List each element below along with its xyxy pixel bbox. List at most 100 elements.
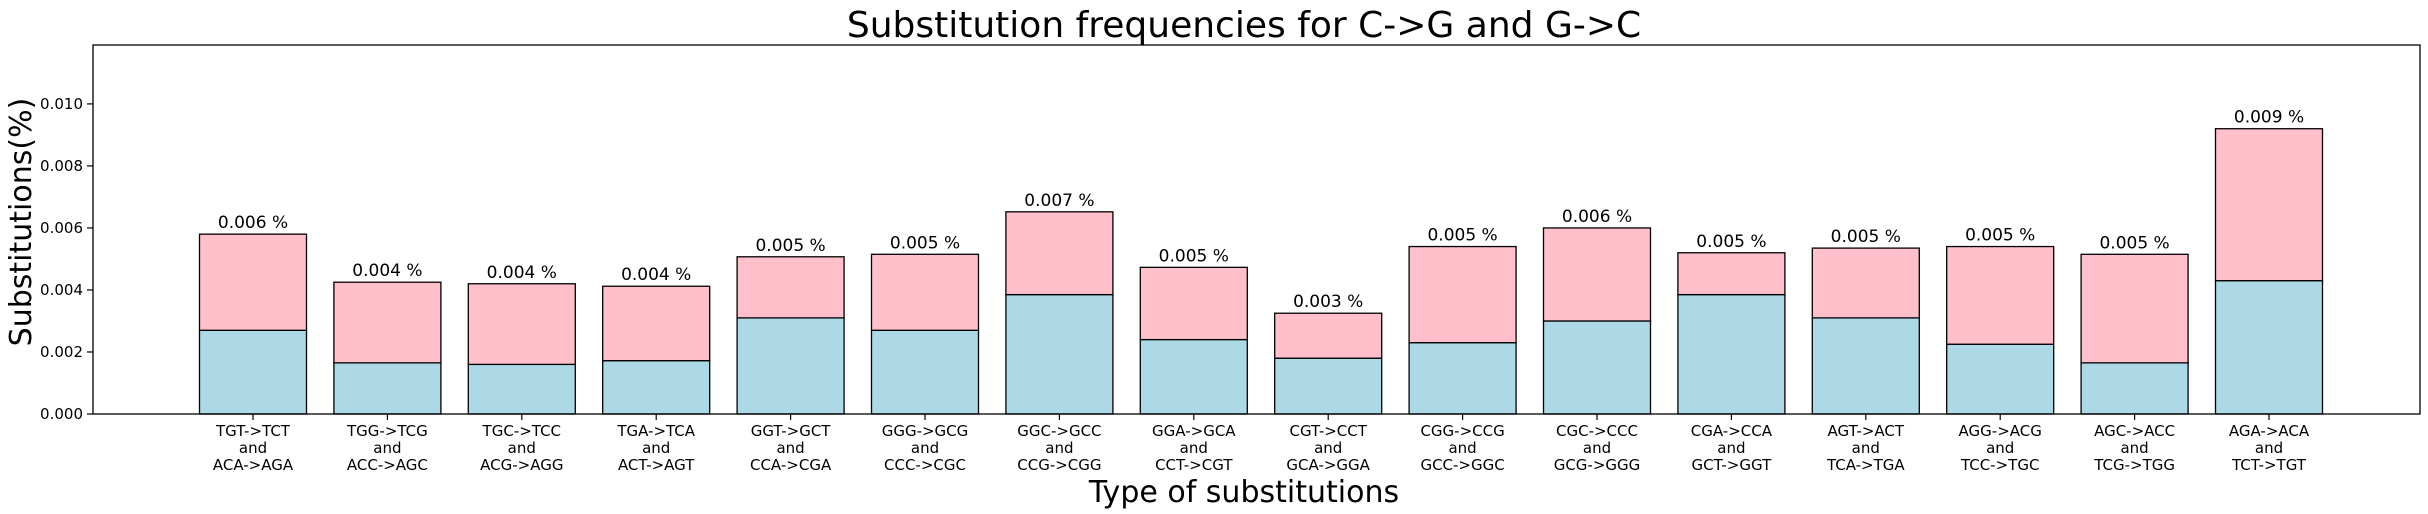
bar-value-label: 0.004 %: [352, 261, 422, 281]
bar-value-label: 0.006 %: [218, 213, 288, 233]
x-tick-label-line: TCT->TGT: [2231, 456, 2307, 474]
bar-segment-upper: [198, 233, 308, 331]
x-tick-label-line: AGA->ACA: [2229, 422, 2310, 440]
bar-segment-upper: [1946, 245, 2055, 345]
x-tick-label-line: CGA->CCA: [1691, 422, 1773, 440]
x-axis-label: Type of substitutions: [1088, 475, 1399, 510]
x-tick-label: AGC->ACC and TCG->TGG: [2093, 422, 2175, 474]
x-tick-label-line: GGA->GCA: [1152, 422, 1236, 440]
bar-segment-lower: [2214, 280, 2324, 415]
x-tick-label-line: ACG->AGG: [480, 456, 563, 474]
bar-value-label: 0.007 %: [1024, 191, 1094, 211]
x-tick-label-line: TGC->TCC: [482, 422, 561, 440]
x-tick-label-line: GCT->GGT: [1692, 456, 1773, 474]
x-tick-label-line: and: [1986, 439, 2014, 457]
x-tick-label-line: CCA->CGA: [750, 456, 832, 474]
x-tick-label-line: and: [1180, 439, 1208, 457]
chart-title: Substitution frequencies for C->G and G-…: [847, 5, 1641, 46]
bar-value-label: 0.004 %: [621, 265, 691, 285]
bar-segment-lower: [1946, 343, 2055, 415]
bar-segment-upper: [1811, 247, 1920, 319]
bar-segment-lower: [1139, 338, 1248, 415]
bar-segment-upper: [333, 281, 442, 364]
x-tick-label: TGT->TCT and ACA->AGA: [213, 422, 294, 474]
bar-segment-lower: [1542, 320, 1652, 415]
bar-segment-lower: [1811, 317, 1920, 415]
x-tick-label-line: ACC->AGC: [347, 456, 428, 474]
x-tick-label-line: CGG->CCG: [1420, 422, 1504, 440]
x-tick-label: AGT->ACT and TCA->TGA: [1826, 422, 1905, 474]
x-tick-label: TGA->TCA and ACT->AGT: [616, 422, 695, 474]
bar-segment-upper: [1005, 211, 1114, 296]
x-tick-label-line: and: [2120, 439, 2148, 457]
bar-value-label: 0.005 %: [1696, 232, 1766, 252]
bar-segment-upper: [2214, 128, 2324, 282]
x-tick-label-line: and: [373, 439, 401, 457]
y-tick-label: 0.000: [40, 405, 83, 423]
bar-segment-upper: [870, 253, 980, 331]
x-tick-label-line: AGC->ACC: [2094, 422, 2175, 440]
bar-value-label: 0.005 %: [890, 233, 960, 253]
x-tick-label-line: and: [911, 439, 939, 457]
x-tick-label: GGG->GCG and CCC->CGC: [882, 422, 969, 474]
bar-segment-upper: [602, 285, 711, 362]
bar-segment-upper: [736, 256, 845, 319]
bar-value-label: 0.006 %: [1562, 207, 1632, 227]
bar-segment-lower: [333, 362, 442, 415]
x-tick-label: CGT->CCT and GCA->GGA: [1286, 422, 1370, 474]
x-tick-label: CGA->CCA and GCT->GGT: [1691, 422, 1773, 474]
bar-segment-lower: [467, 363, 576, 415]
x-tick-label-line: and: [1852, 439, 1880, 457]
x-tick-label: CGC->CCC and GCG->GGG: [1554, 422, 1641, 474]
bar-segment-upper: [1542, 227, 1652, 322]
x-tick-label-line: CCG->CGG: [1017, 456, 1101, 474]
x-tick-label-line: and: [1448, 439, 1476, 457]
x-tick-label-line: GGG->GCG: [882, 422, 969, 440]
x-tick-label-line: and: [776, 439, 804, 457]
x-tick-label-line: CGC->CCC: [1556, 422, 1638, 440]
bar-segment-upper: [2080, 253, 2189, 364]
x-tick-label: GGT->GCT and CCA->CGA: [750, 422, 832, 474]
x-tick-label-line: CCT->CGT: [1155, 456, 1233, 474]
x-tick-label-line: TGT->TCT: [215, 422, 291, 440]
x-tick-label-line: and: [2255, 439, 2283, 457]
x-tick-label-line: TGA->TCA: [616, 422, 695, 440]
bar-segment-lower: [870, 329, 980, 415]
y-tick-label: 0.006: [40, 219, 83, 237]
bar-segment-upper: [1274, 312, 1383, 359]
x-tick-label: AGA->ACA and TCT->TGT: [2229, 422, 2310, 474]
x-tick-label-line: TCG->TGG: [2093, 456, 2175, 474]
x-tick-label-line: CGT->CCT: [1289, 422, 1367, 440]
x-tick-label-line: AGG->ACG: [1959, 422, 2042, 440]
x-tick-label-line: GCC->GGC: [1420, 456, 1504, 474]
x-tick-label: TGC->TCC and ACG->AGG: [480, 422, 563, 474]
bar-segment-upper: [1139, 266, 1248, 341]
bar-segment-lower: [1677, 293, 1786, 415]
bar-value-label: 0.005 %: [2099, 233, 2169, 253]
y-tick-label: 0.008: [40, 157, 83, 175]
bar-segment-upper: [467, 283, 576, 366]
bar-value-label: 0.005 %: [1965, 226, 2035, 246]
bar-segment-lower: [1274, 357, 1383, 415]
x-tick-label-line: and: [239, 439, 267, 457]
x-tick-label-line: GGT->GCT: [751, 422, 832, 440]
bar-segment-upper: [1677, 252, 1786, 296]
x-tick-label: AGG->ACG and TCC->TGC: [1959, 422, 2042, 474]
x-tick-label-line: GCG->GGG: [1554, 456, 1641, 474]
x-tick-label-line: and: [1717, 439, 1745, 457]
axes-frame: [92, 44, 2421, 415]
x-tick-label-line: CCC->CGC: [884, 456, 966, 474]
x-tick-label: GGC->GCC and CCG->CGG: [1017, 422, 1101, 474]
x-tick-label-line: and: [642, 439, 670, 457]
y-tick-label: 0.002: [40, 343, 83, 361]
bar-value-label: 0.009 %: [2234, 108, 2304, 128]
y-tick-label: 0.010: [40, 95, 83, 113]
bar-segment-lower: [736, 317, 845, 415]
x-tick-label-line: TCC->TGC: [1960, 456, 2039, 474]
x-tick-label-line: AGT->ACT: [1828, 422, 1905, 440]
x-tick-label-line: and: [1045, 439, 1073, 457]
x-tick-label-line: ACT->AGT: [618, 456, 695, 474]
y-axis-label: Substitutions(%): [4, 98, 39, 347]
x-tick-label-line: ACA->AGA: [213, 456, 294, 474]
